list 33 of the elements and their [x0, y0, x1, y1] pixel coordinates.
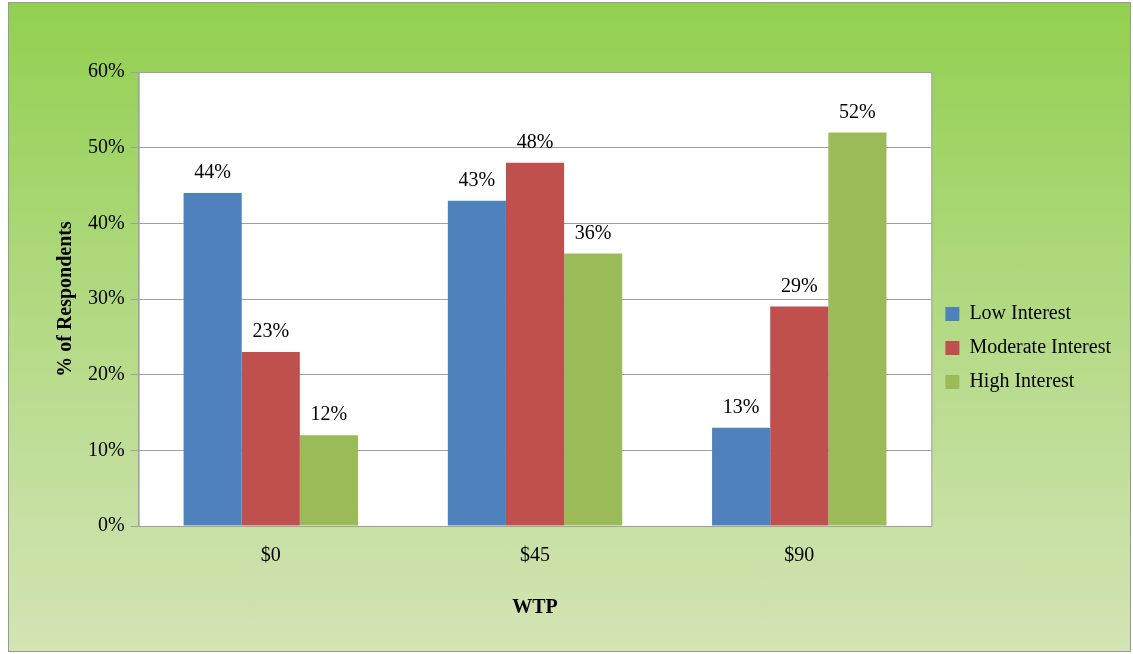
- bar: [183, 193, 242, 526]
- bar: [712, 427, 771, 526]
- data-label: 48%: [516, 130, 554, 153]
- legend-label: Moderate Interest: [969, 335, 1112, 358]
- bar: [770, 306, 829, 526]
- bar: [505, 162, 565, 526]
- x-axis-title: WTP: [512, 595, 558, 618]
- y-tick-label: 0%: [97, 513, 125, 536]
- bar: [564, 253, 623, 526]
- legend-label: High Interest: [969, 369, 1075, 393]
- data-label: 43%: [458, 167, 496, 190]
- data-label: 29%: [780, 273, 818, 296]
- bar: [828, 132, 887, 526]
- x-tick-label: $90: [784, 543, 815, 566]
- y-tick-label: 50%: [87, 134, 125, 157]
- data-label: 13%: [722, 394, 760, 417]
- legend-label: Low Interest: [969, 301, 1072, 324]
- y-axis-title: % of Respondents: [53, 221, 77, 377]
- data-label: 12%: [310, 402, 348, 425]
- y-tick-label: 60%: [87, 59, 125, 82]
- x-tick-label: $0: [260, 543, 281, 566]
- bar: [241, 351, 300, 526]
- x-tick-label: $45: [520, 543, 551, 566]
- y-tick-label: 10%: [87, 437, 125, 460]
- data-label: 52%: [839, 99, 876, 122]
- y-tick-label: 30%: [87, 286, 125, 309]
- data-label: 36%: [574, 220, 612, 243]
- data-label: 23%: [252, 319, 290, 342]
- data-label: 44%: [194, 160, 231, 183]
- y-tick-label: 20%: [87, 361, 125, 384]
- bar: [447, 200, 506, 526]
- y-tick-label: 40%: [87, 210, 125, 233]
- bar: [299, 435, 358, 526]
